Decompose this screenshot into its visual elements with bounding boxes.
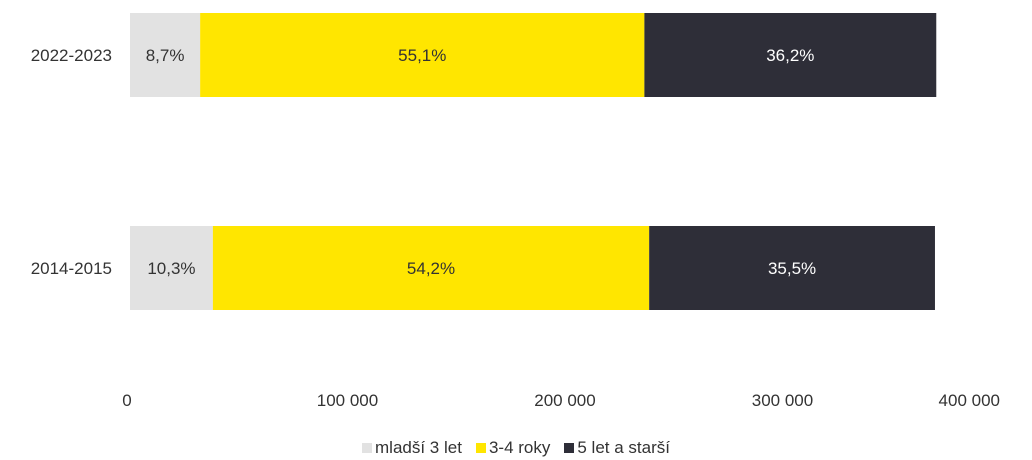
legend: mladší 3 let 3-4 roky 5 let a starší	[0, 438, 1032, 458]
data-label: 10,3%	[147, 259, 195, 278]
legend-swatch	[564, 443, 575, 453]
bar-segment	[649, 226, 935, 310]
legend-item: 3-4 roky	[475, 438, 551, 458]
legend-label: 3-4 roky	[488, 438, 551, 457]
legend-label: mladší 3 let	[375, 438, 462, 457]
x-tick-label: 200 000	[534, 391, 595, 410]
x-tick-label: 100 000	[317, 391, 378, 410]
category-label: 2014-2015	[31, 259, 112, 278]
data-label: 55,1%	[398, 46, 446, 65]
bar-segment	[200, 13, 645, 97]
x-tick-label: 300 000	[752, 391, 813, 410]
data-label: 35,5%	[768, 259, 816, 278]
data-label: 54,2%	[407, 259, 455, 278]
chart-plot: 2022-2023 8,7% 55,1% 36,2% 2014-2015 10,3% 54,…	[31, 13, 1000, 410]
data-label: 8,7%	[146, 46, 185, 65]
category-label: 2022-2023	[31, 46, 112, 65]
legend-item: mladší 3 let	[362, 438, 462, 458]
data-label: 36,2%	[766, 46, 814, 65]
bar-segment	[644, 13, 937, 97]
bar-segment	[130, 226, 213, 310]
legend-swatch	[362, 443, 373, 453]
x-tick-label: 400 000	[939, 391, 1000, 410]
legend-item: 5 let a starší	[564, 438, 670, 458]
bar-segment	[130, 13, 201, 97]
legend-label: 5 let a starší	[577, 438, 670, 457]
legend-swatch	[475, 443, 486, 453]
bar-segment	[212, 226, 650, 310]
x-tick-label: 0	[122, 391, 131, 410]
